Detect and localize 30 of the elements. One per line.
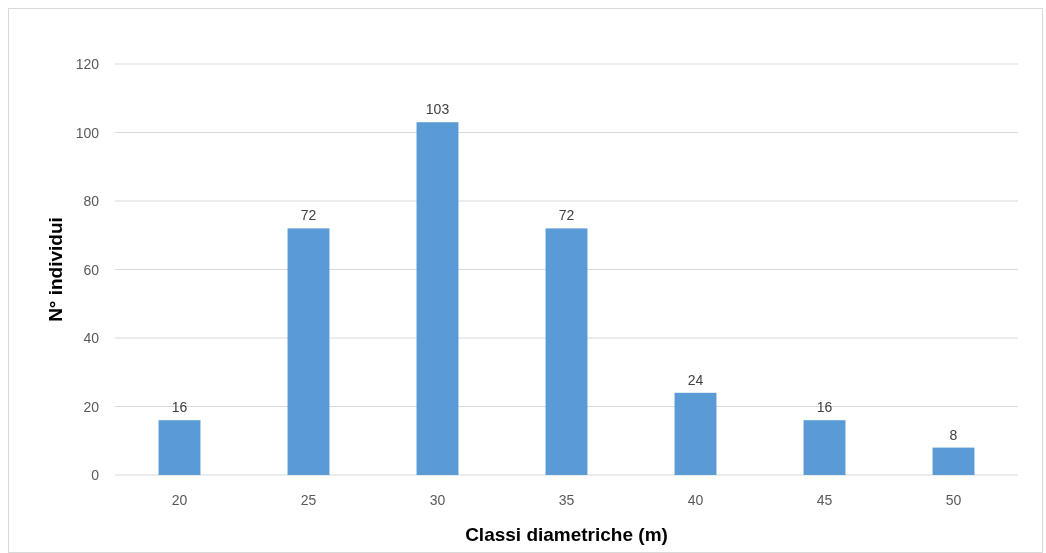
data-label: 24 xyxy=(687,371,704,388)
bar xyxy=(932,447,975,475)
y-tick-label: 120 xyxy=(75,56,100,72)
x-tick-label: 50 xyxy=(945,492,962,508)
data-label: 103 xyxy=(425,101,450,118)
bar xyxy=(545,228,588,475)
x-tick-label: 35 xyxy=(558,492,575,508)
data-label: 72 xyxy=(300,207,317,224)
y-tick-label: 0 xyxy=(91,467,100,483)
y-axis-title: N° individui xyxy=(45,217,66,322)
data-label: 16 xyxy=(816,399,833,416)
x-tick-label: 45 xyxy=(816,492,833,508)
x-tick-label: 20 xyxy=(171,492,188,508)
data-label: 8 xyxy=(949,426,958,443)
data-label: 16 xyxy=(171,399,188,416)
bar xyxy=(158,420,201,475)
bar xyxy=(674,392,717,475)
y-tick-label: 20 xyxy=(83,398,100,415)
y-tick-label: 40 xyxy=(83,330,100,346)
x-tick-label: 40 xyxy=(687,492,704,508)
y-tick-label: 100 xyxy=(75,124,100,141)
bar xyxy=(803,420,846,475)
data-label: 72 xyxy=(558,207,575,224)
y-tick-label: 80 xyxy=(83,193,100,209)
x-tick-label: 25 xyxy=(300,492,317,508)
x-axis-title: Classi diametriche (m) xyxy=(465,524,668,545)
y-tick-label: 60 xyxy=(83,261,100,278)
bar xyxy=(287,228,330,475)
x-tick-label: 30 xyxy=(429,492,446,508)
bar xyxy=(416,122,459,475)
